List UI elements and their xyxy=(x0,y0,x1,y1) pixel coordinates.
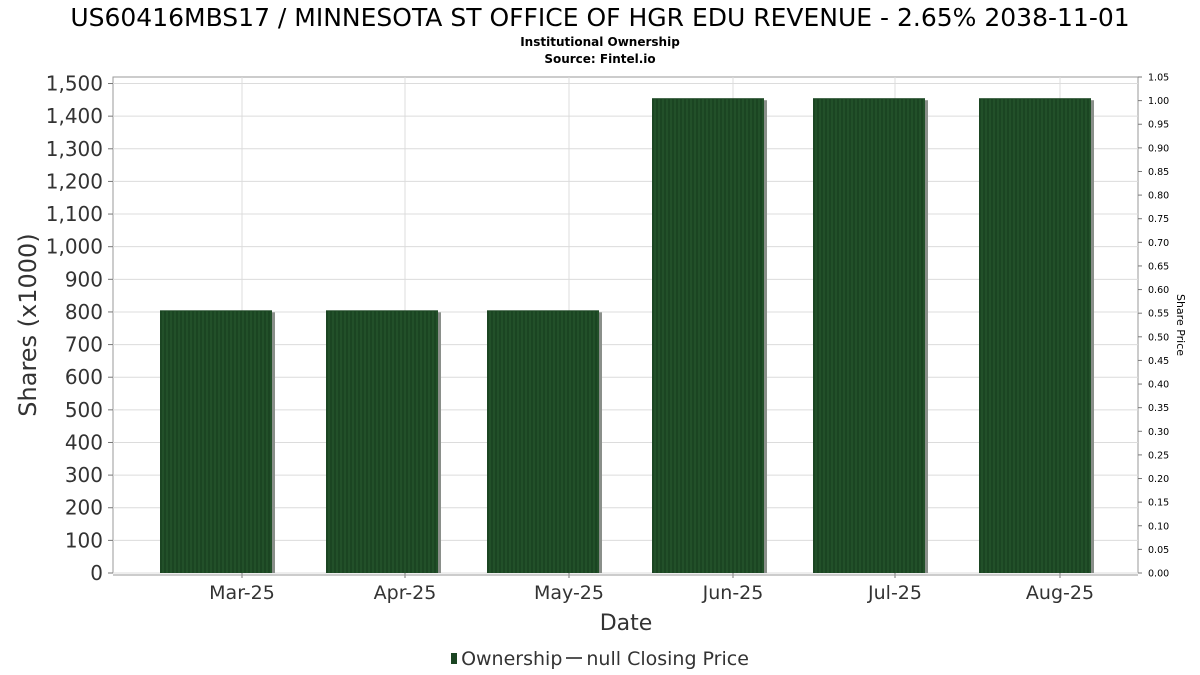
y2-tick-label: 0.75 xyxy=(1148,214,1169,225)
y2-tick-label: 0.20 xyxy=(1148,474,1169,485)
y-tick-label: 800 xyxy=(65,300,103,324)
y2-tick-label: 0.45 xyxy=(1148,356,1169,367)
chart-title: US60416MBS17 / MINNESOTA ST OFFICE OF HG… xyxy=(70,3,1130,32)
y-tick-label: 200 xyxy=(65,496,103,520)
y-tick-label: 0 xyxy=(90,561,103,585)
x-tick-label: Mar-25 xyxy=(209,582,275,604)
y2-tick-label: 0.40 xyxy=(1148,380,1169,391)
y-tick-label: 1,200 xyxy=(46,169,103,193)
y2-tick-label: 0.80 xyxy=(1148,191,1169,202)
y2-tick-label: 0.25 xyxy=(1148,450,1169,461)
x-tick-label: Aug-25 xyxy=(1026,582,1094,604)
y2-tick-label: 1.00 xyxy=(1148,96,1169,107)
y-tick-label: 1,300 xyxy=(46,137,103,161)
x-tick-label: Jun-25 xyxy=(702,582,764,604)
y2-tick-label: 0.50 xyxy=(1148,332,1169,343)
y-tick-label: 300 xyxy=(65,463,103,487)
y2-tick-label: 0.70 xyxy=(1148,238,1169,249)
x-axis-title: Date xyxy=(600,611,653,636)
price-legend-line xyxy=(566,657,583,659)
y-tick-label: 600 xyxy=(65,365,103,389)
y-tick-label: 1,000 xyxy=(46,235,103,259)
ownership-legend-swatch xyxy=(451,653,458,664)
y-tick-label: 1,400 xyxy=(46,104,103,128)
x-tick-label: May-25 xyxy=(534,582,604,604)
legend-ownership-label[interactable]: Ownership xyxy=(461,648,563,670)
y-tick-label: 500 xyxy=(65,398,103,422)
y-axis-title: Shares (x1000) xyxy=(14,233,42,416)
x-tick-label: Apr-25 xyxy=(374,582,437,604)
y2-tick-label: 0.00 xyxy=(1148,569,1169,580)
y2-tick-label: 0.60 xyxy=(1148,285,1169,296)
y2-tick-label: 0.90 xyxy=(1148,143,1169,154)
y2-tick-label: 0.30 xyxy=(1148,427,1169,438)
y2-tick-label: 0.85 xyxy=(1148,167,1169,178)
chart-source: Source: Fintel.io xyxy=(544,52,656,66)
y2-tick-label: 0.65 xyxy=(1148,261,1169,272)
legend: Ownership null Closing Price xyxy=(0,646,1200,672)
y2-axis-title: Share Price xyxy=(1174,294,1187,356)
y2-tick-label: 0.55 xyxy=(1148,309,1169,320)
y2-tick-label: 0.35 xyxy=(1148,403,1169,414)
y-tick-label: 100 xyxy=(65,528,103,552)
y-tick-label: 400 xyxy=(65,430,103,454)
y-tick-label: 1,500 xyxy=(46,72,103,96)
y2-tick-label: 0.05 xyxy=(1148,545,1169,556)
y2-tick-label: 0.95 xyxy=(1148,120,1169,131)
y2-tick-label: 1.05 xyxy=(1148,73,1169,84)
y-tick-label: 700 xyxy=(65,333,103,357)
y2-tick-label: 0.15 xyxy=(1148,498,1169,509)
plot-area xyxy=(112,76,1139,574)
chart-subtitle: Institutional Ownership xyxy=(520,35,680,49)
y-tick-label: 1,100 xyxy=(46,202,103,226)
y-tick-label: 900 xyxy=(65,267,103,291)
legend-price-label[interactable]: null Closing Price xyxy=(586,648,749,670)
y2-tick-label: 0.10 xyxy=(1148,521,1169,532)
x-tick-label: Jul-25 xyxy=(867,582,922,604)
